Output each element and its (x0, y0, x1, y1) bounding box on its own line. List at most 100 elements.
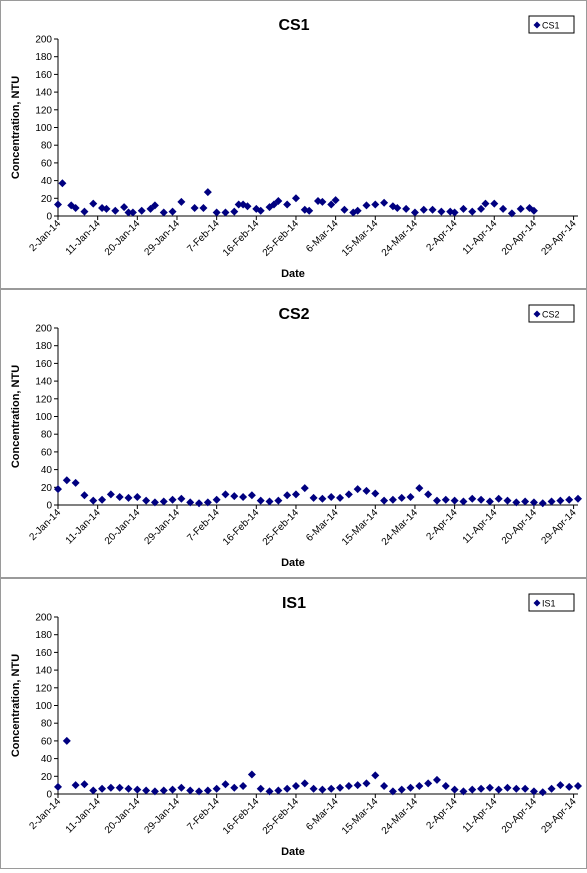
y-tick-label: 180 (35, 52, 52, 63)
x-tick-label: 24-Mar-14 (380, 507, 421, 548)
x-tick-label: 2-Apr-14 (424, 507, 460, 543)
data-point (54, 782, 62, 791)
legend: CS2 (528, 304, 575, 323)
x-tick-label: 6-Mar-14 (304, 218, 341, 255)
data-point (265, 787, 274, 796)
x-tick-label: 29-Jan-14 (142, 507, 182, 547)
data-point (195, 499, 204, 508)
x-tick-label: 7-Feb-14 (185, 507, 222, 544)
x-tick-label: 7-Feb-14 (185, 218, 222, 255)
data-point (300, 779, 309, 788)
data-point (133, 785, 142, 794)
chart-panel-cs2: CS2 0 20 40 60 80 100 120 140 160 180 200 2-Jan-14 11… (0, 289, 587, 578)
x-tick-label: 16-Feb-14 (221, 507, 262, 548)
x-tick-label: 29-Jan-14 (142, 796, 182, 836)
data-point (283, 784, 292, 793)
y-tick-label: 160 (35, 359, 52, 370)
data-point (432, 775, 441, 784)
x-tick-label: 6-Mar-14 (304, 507, 341, 544)
data-point (150, 201, 159, 210)
data-point (234, 200, 243, 209)
data-point (556, 496, 565, 505)
data-point (71, 478, 80, 487)
data-point (477, 495, 486, 504)
data-point (397, 493, 406, 502)
y-tick-label: 160 (35, 70, 52, 81)
data-point (203, 188, 212, 197)
data-point (410, 208, 419, 217)
data-point (221, 490, 230, 499)
data-point (353, 781, 362, 790)
data-point (459, 204, 468, 213)
y-tick-label: 200 (35, 613, 52, 624)
x-tick-label: 25-Feb-14 (261, 796, 302, 837)
data-point (291, 194, 300, 203)
data-point (362, 486, 371, 495)
data-point (380, 198, 389, 207)
x-tick-label: 2-Apr-14 (424, 218, 460, 254)
data-point (494, 494, 503, 503)
data-point (212, 784, 221, 793)
x-tick-label: 2-Apr-14 (424, 796, 460, 832)
data-point (402, 204, 411, 213)
data-point (477, 204, 486, 213)
data-point (195, 787, 204, 796)
data-point (437, 207, 446, 216)
data-point (80, 207, 89, 216)
y-tick-label: 140 (35, 88, 52, 99)
data-point (490, 199, 499, 208)
y-tick-label: 40 (41, 465, 53, 476)
y-tick-label: 0 (46, 212, 52, 223)
x-tick-label: 16-Feb-14 (221, 796, 262, 837)
data-point (521, 784, 530, 793)
data-point (274, 786, 283, 795)
x-tick-label: 20-Apr-14 (500, 507, 540, 547)
data-point (111, 206, 120, 215)
data-point (503, 496, 512, 505)
data-point (331, 196, 340, 205)
data-point (397, 785, 406, 794)
data-point (230, 783, 239, 792)
data-point (512, 784, 521, 793)
data-point (203, 498, 212, 507)
legend-label: CS2 (542, 310, 560, 320)
x-tick-label: 15-Mar-14 (340, 507, 381, 548)
y-tick-label: 60 (41, 736, 53, 747)
data-point (371, 489, 380, 498)
data-point (485, 783, 494, 792)
x-tick-label: 11-Apr-14 (461, 218, 500, 257)
data-point (318, 494, 327, 503)
data-point (565, 495, 574, 504)
data-point (318, 785, 327, 794)
data-point (159, 208, 168, 217)
data-point (499, 204, 508, 213)
data-point (353, 206, 362, 215)
data-point (230, 207, 239, 216)
y-tick-label: 120 (35, 683, 52, 694)
data-point (468, 207, 477, 216)
chart-panel-cs1: CS1 0 20 40 60 80 100 120 140 160 180 200 2-Jan-14 11… (0, 0, 587, 289)
legend-label: CS1 (542, 21, 560, 31)
data-point (124, 784, 133, 793)
data-point (124, 208, 133, 217)
data-point (177, 783, 186, 792)
data-point (327, 200, 336, 209)
data-point (371, 200, 380, 209)
data-point (142, 786, 151, 795)
data-point (133, 493, 142, 502)
legend: IS1 (528, 593, 575, 612)
data-point (327, 493, 336, 502)
data-point (256, 784, 265, 793)
x-tick-label: 11-Jan-14 (64, 796, 103, 835)
y-tick-label: 60 (41, 447, 53, 458)
data-point (441, 782, 450, 791)
x-tick-label: 16-Feb-14 (221, 218, 262, 259)
y-axis-label: Concentration, NTU (10, 365, 22, 468)
data-point (362, 201, 371, 210)
data-point (168, 495, 177, 504)
y-tick-label: 60 (41, 158, 53, 169)
y-tick-label: 200 (35, 324, 52, 335)
data-point (424, 779, 433, 788)
data-point (415, 782, 424, 791)
chart-title: CS1 (278, 17, 309, 34)
